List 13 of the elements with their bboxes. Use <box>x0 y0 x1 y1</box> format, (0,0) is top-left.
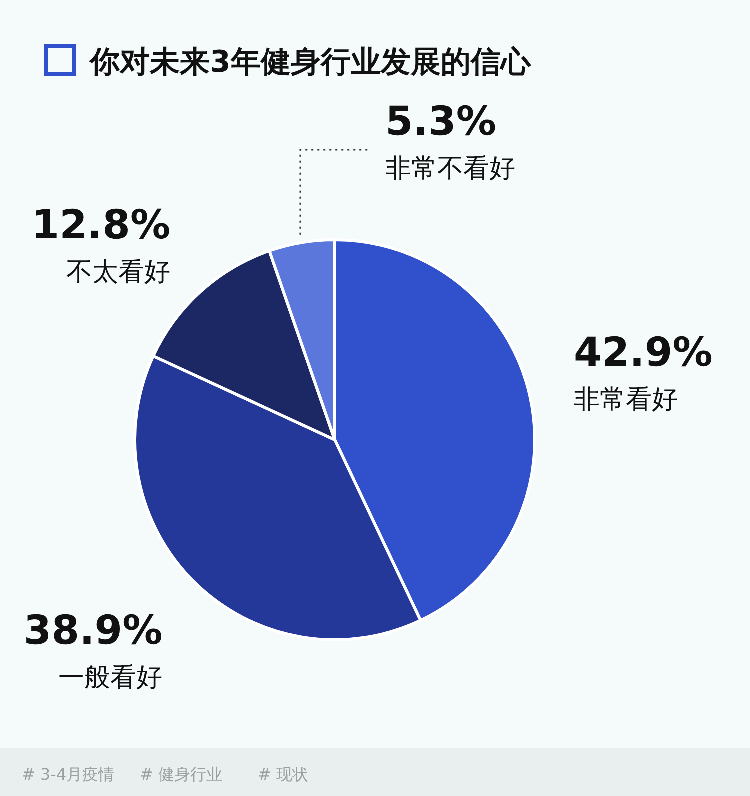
data-label: 42.9% <box>574 330 713 376</box>
text: # 健身行业 <box>140 765 222 784</box>
text: # 现状 <box>258 765 308 784</box>
slice-label: 一般看好 <box>58 663 163 694</box>
data-label: 38.9% <box>24 608 163 654</box>
data-label: 5.3% <box>385 99 496 145</box>
slice-label: 非常看好 <box>574 385 678 416</box>
pie-slice <box>334 238 536 622</box>
data-label: 12.8% <box>32 202 171 248</box>
chart-title: 你对未来3年健身行业发展的信心 <box>88 45 532 80</box>
slice-label: 不太看好 <box>66 257 171 288</box>
text: # 3-4月疫情 <box>22 765 115 784</box>
slice-label: 非常不看好 <box>385 154 516 184</box>
